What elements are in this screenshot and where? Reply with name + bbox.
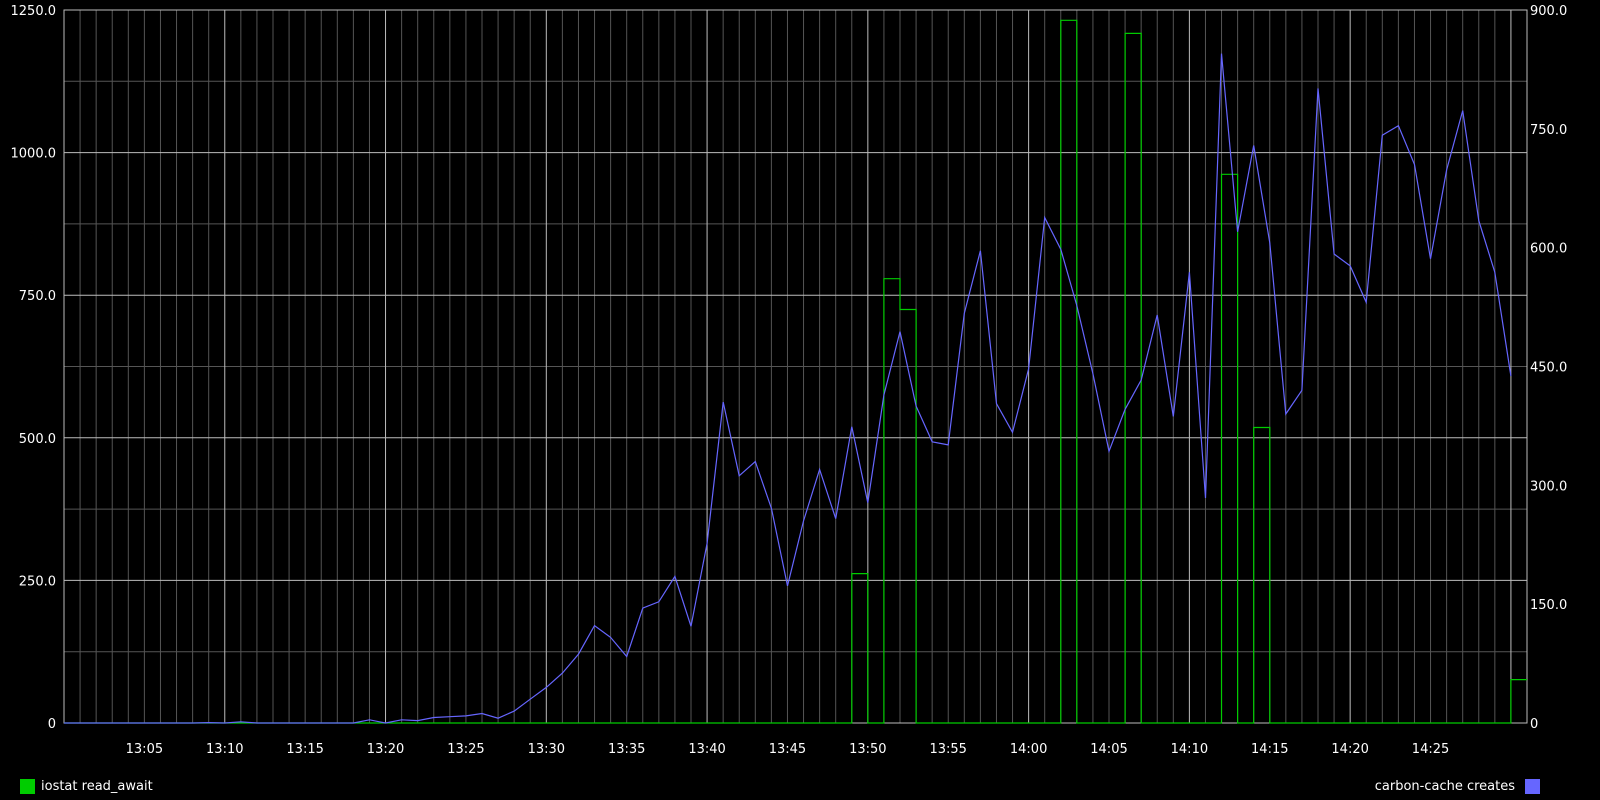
x-tick-label: 13:55 xyxy=(929,742,966,757)
x-tick-label: 13:05 xyxy=(126,742,163,757)
left-tick-label: 500.0 xyxy=(19,432,56,447)
right-axis: 0 150.0 300.0 450.0 600.0 750.0 900.0 xyxy=(1530,4,1567,732)
x-tick-label: 13:45 xyxy=(769,742,806,757)
x-tick-label: 14:10 xyxy=(1171,742,1208,757)
legend-swatch-carbon-creates xyxy=(1525,778,1540,794)
right-tick-label: 900.0 xyxy=(1530,4,1567,19)
legend-label-read-await: iostat read_await xyxy=(41,778,153,794)
left-tick-label: 1250.0 xyxy=(11,4,57,19)
x-tick-label: 14:25 xyxy=(1412,742,1449,757)
left-tick-label: 1000.0 xyxy=(11,147,57,162)
x-tick-label: 14:20 xyxy=(1331,742,1368,757)
left-axis: 0 250.0 500.0 750.0 1000.0 1250.0 xyxy=(11,4,57,732)
x-tick-label: 13:15 xyxy=(286,742,323,757)
right-tick-label: 600.0 xyxy=(1530,242,1567,257)
legend-item-read-await: iostat read_await xyxy=(20,777,153,795)
minor-grid xyxy=(64,10,1528,723)
left-tick-label: 0 xyxy=(48,717,56,732)
legend-label-carbon-creates: carbon-cache creates xyxy=(1374,778,1515,794)
legend-item-carbon-creates: carbon-cache creates xyxy=(1375,777,1540,795)
right-tick-label: 450.0 xyxy=(1530,361,1567,376)
x-tick-label: 14:05 xyxy=(1090,742,1127,757)
right-tick-label: 0 xyxy=(1530,717,1538,732)
right-tick-label: 300.0 xyxy=(1530,479,1567,494)
x-tick-label: 13:35 xyxy=(608,742,645,757)
x-tick-label: 14:15 xyxy=(1251,742,1288,757)
x-tick-label: 13:30 xyxy=(528,742,565,757)
right-tick-label: 150.0 xyxy=(1530,598,1567,613)
left-tick-label: 750.0 xyxy=(19,289,56,304)
series-line-0 xyxy=(64,19,1527,724)
x-tick-label: 13:50 xyxy=(849,742,886,757)
x-tick-label: 13:20 xyxy=(367,742,404,757)
series-line-1 xyxy=(64,53,1512,724)
x-tick-label: 13:40 xyxy=(688,742,725,757)
right-tick-label: 750.0 xyxy=(1530,123,1567,138)
legend-swatch-read-await xyxy=(20,778,35,794)
x-tick-label: 13:25 xyxy=(447,742,484,757)
x-tick-label: 14:00 xyxy=(1010,742,1047,757)
left-tick-label: 250.0 xyxy=(19,574,56,589)
x-axis: 13:05 13:10 13:15 13:20 13:25 13:30 13:35 13:40… xyxy=(126,742,1450,757)
x-tick-label: 13:10 xyxy=(206,742,243,757)
series-layer xyxy=(64,19,1527,724)
